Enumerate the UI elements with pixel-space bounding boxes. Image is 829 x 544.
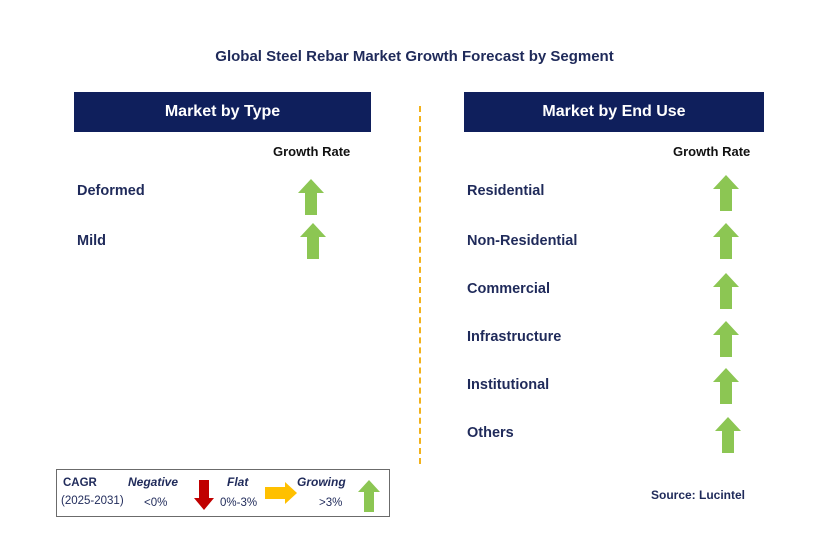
legend-flat-range: 0%-3% [220,497,258,509]
green-up-arrow-icon [713,368,739,404]
right-growth-rate-label: Growth Rate [673,144,751,159]
end-use-row-others-label: Others [467,425,514,441]
green-up-arrow-icon [300,223,326,259]
market-by-type-header: Market by Type [74,92,371,132]
legend-period: (2025-2031) [61,495,124,507]
legend-negative-range: <0% [144,497,168,509]
end-use-row-institutional-label: Institutional [467,377,550,393]
end-use-row-non-residential-label: Non-Residential [467,233,578,249]
green-up-arrow-icon [713,273,739,309]
legend-growing-label: Growing [297,475,346,489]
type-row-deformed-label: Deformed [77,183,145,199]
end-use-row-residential-label: Residential [467,183,545,199]
red-down-arrow-icon [194,480,214,510]
green-up-arrow-icon [715,417,741,453]
green-up-arrow-icon [713,321,739,357]
end-use-row-commercial-label: Commercial [467,281,551,297]
orange-right-arrow-icon [265,482,297,504]
cagr-legend [56,469,390,517]
type-row-mild-label: Mild [77,233,106,249]
legend-growing-range: >3% [319,497,343,509]
left-growth-rate-label: Growth Rate [273,144,351,159]
end-use-row-infrastructure-label: Infrastructure [467,329,562,345]
legend-negative-label: Negative [128,475,179,489]
green-up-arrow-icon [713,223,739,259]
chart-title: Global Steel Rebar Market Growth Forecas… [215,48,614,65]
green-up-arrow-icon [358,480,380,512]
legend-cagr-label: CAGR [63,477,97,489]
panel-divider [419,106,421,464]
source-note: Source: Lucintel [651,488,746,502]
market-by-end-use-header: Market by End Use [464,92,764,132]
legend-flat-label: Flat [227,475,249,489]
green-up-arrow-icon [298,179,324,215]
green-up-arrow-icon [713,175,739,211]
